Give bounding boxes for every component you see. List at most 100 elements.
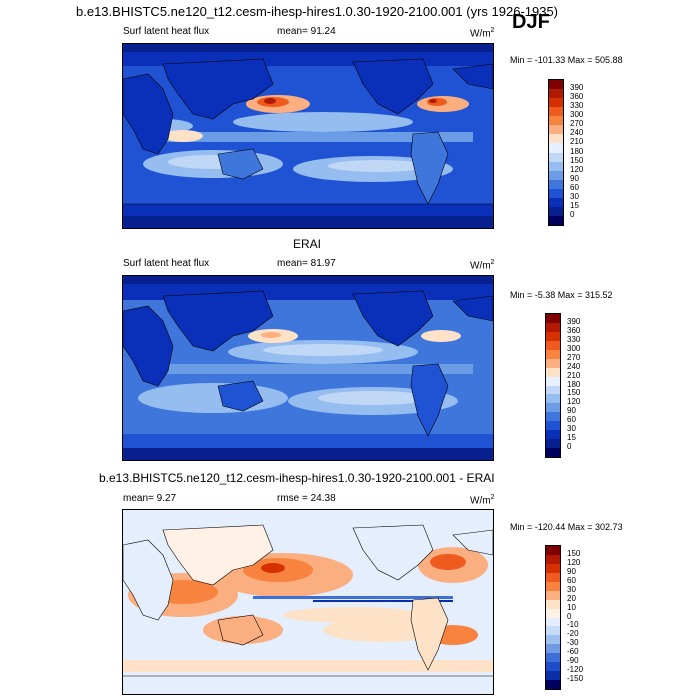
colorbar-tick-label: 15 (567, 433, 576, 443)
colorbar-segment (549, 170, 563, 180)
colorbar-tick-label: 10 (567, 602, 576, 612)
colorbar-segment (546, 412, 560, 422)
colorbar-tick-label: -150 (567, 674, 584, 684)
colorbar-segment (549, 215, 563, 225)
colorbar-tick-label: 60 (570, 182, 579, 192)
panel1-map (122, 43, 494, 229)
colorbar-tick-label: 360 (570, 92, 584, 102)
colorbar-tick-label: 330 (567, 334, 581, 344)
colorbar-segment (546, 349, 560, 359)
panel3-minmax-label: Min = -120.44 Max = 302.73 (510, 522, 623, 532)
colorbar-tick-label: 0 (567, 611, 572, 621)
colorbar-segment (546, 340, 560, 350)
colorbar-tick-label: 150 (567, 388, 581, 398)
panel1-colorbar (548, 79, 564, 226)
panel2-minmax-label: Min = -5.38 Max = 315.52 (510, 290, 613, 300)
panel3-rmse-label: rmse = 24.38 (277, 493, 336, 504)
colorbar-segment (546, 331, 560, 341)
colorbar-segment (546, 546, 560, 555)
colorbar-segment (546, 448, 560, 457)
colorbar-tick-label: 90 (567, 566, 576, 576)
panel3-mean-label: mean= 9.27 (123, 493, 177, 504)
colorbar-segment (549, 206, 563, 216)
colorbar-tick-label: 150 (570, 155, 584, 165)
colorbar-tick-label: 120 (567, 557, 581, 567)
colorbar-segment (549, 80, 563, 90)
colorbar-segment (549, 125, 563, 135)
colorbar-segment (546, 644, 560, 654)
colorbar-segment (546, 617, 560, 627)
figure-title: b.e13.BHISTC5.ne120_t12.cesm-ihesp-hires… (76, 4, 559, 19)
colorbar-tick-label: 300 (567, 343, 581, 353)
colorbar-tick-label: 90 (570, 173, 579, 183)
colorbar-tick-label: 180 (570, 146, 584, 156)
colorbar-tick-label: -20 (567, 629, 579, 639)
colorbar-tick-label: 210 (570, 137, 584, 147)
colorbar-segment (546, 358, 560, 368)
colorbar-segment (546, 322, 560, 332)
colorbar-tick-label: 0 (570, 209, 575, 219)
panel2-map (122, 275, 494, 461)
colorbar-tick-label: 390 (570, 83, 584, 93)
colorbar-tick-label: 150 (567, 548, 581, 558)
colorbar-segment (546, 394, 560, 404)
panel2-title: ERAI (293, 237, 322, 251)
colorbar-segment (546, 671, 560, 681)
colorbar-tick-label: 30 (567, 584, 576, 594)
colorbar-segment (549, 89, 563, 99)
colorbar-segment (549, 98, 563, 108)
panel3-map (122, 509, 494, 695)
colorbar-segment (549, 134, 563, 144)
colorbar-segment (546, 635, 560, 645)
colorbar-tick-label: 15 (570, 200, 579, 210)
colorbar-segment (549, 152, 563, 162)
panel3-colorbar (545, 545, 561, 690)
colorbar-segment (549, 161, 563, 171)
panel1-mean-label: mean= 91.24 (277, 26, 336, 37)
colorbar-segment (549, 179, 563, 189)
colorbar-segment (546, 430, 560, 440)
colorbar-tick-label: 30 (570, 191, 579, 201)
panel1-variable-label: Surf latent heat flux (123, 26, 210, 37)
panel1-map-svg (123, 44, 493, 228)
colorbar-tick-label: -60 (567, 647, 579, 657)
colorbar-tick-label: 240 (570, 128, 584, 138)
colorbar-segment (546, 563, 560, 573)
colorbar-segment (549, 197, 563, 207)
colorbar-tick-label: -30 (567, 638, 579, 648)
colorbar-tick-label: 390 (567, 316, 581, 326)
colorbar-tick-label: -120 (567, 665, 584, 675)
colorbar-tick-label: 240 (567, 361, 581, 371)
colorbar-tick-label: 300 (570, 110, 584, 120)
colorbar-tick-label: 60 (567, 575, 576, 585)
colorbar-segment (546, 608, 560, 618)
colorbar-tick-label: 270 (570, 119, 584, 129)
panel1-minmax-label: Min = -101.33 Max = 505.88 (510, 55, 623, 65)
colorbar-segment (546, 662, 560, 672)
colorbar-tick-label: 180 (567, 379, 581, 389)
panel2-colorbar (545, 313, 561, 458)
colorbar-tick-label: 120 (570, 164, 584, 174)
panel2-map-svg (123, 276, 493, 460)
colorbar-segment (546, 403, 560, 413)
colorbar-segment (546, 376, 560, 386)
colorbar-segment (546, 572, 560, 582)
colorbar-segment (546, 680, 560, 689)
colorbar-tick-label: 90 (567, 406, 576, 416)
colorbar-segment (549, 188, 563, 198)
colorbar-tick-label: 210 (567, 370, 581, 380)
colorbar-segment (549, 107, 563, 117)
colorbar-segment (546, 314, 560, 323)
colorbar-segment (546, 599, 560, 609)
season-label: DJF (512, 11, 550, 33)
colorbar-tick-label: 330 (570, 101, 584, 111)
colorbar-tick-label: 60 (567, 415, 576, 425)
colorbar-tick-label: 360 (567, 325, 581, 335)
colorbar-tick-label: 30 (567, 424, 576, 434)
colorbar-tick-label: 270 (567, 352, 581, 362)
colorbar-segment (546, 385, 560, 395)
panel2-units-label: W/m2 (470, 259, 495, 272)
panel3-title: b.e13.BHISTC5.ne120_t12.cesm-ihesp-hires… (99, 471, 495, 485)
panel3-map-svg (123, 510, 493, 694)
panel3-units-label: W/m2 (470, 494, 495, 507)
